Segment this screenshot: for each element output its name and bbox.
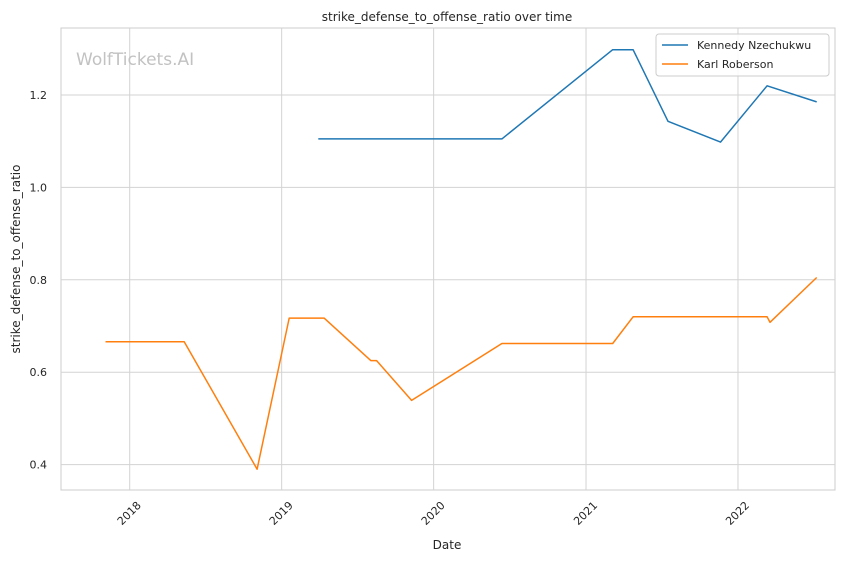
x-tick-label: 2020 bbox=[419, 499, 448, 528]
y-tick-label: 1.0 bbox=[30, 181, 48, 194]
legend-label: Karl Roberson bbox=[697, 58, 773, 71]
series-lines bbox=[105, 48, 818, 470]
series-line-kennedy-nzechukwu bbox=[318, 48, 817, 143]
plot-frame bbox=[60, 27, 836, 491]
x-axis-ticks: 2018 2019 2020 2021 2022 bbox=[115, 499, 752, 528]
y-tick-label: 0.6 bbox=[30, 366, 48, 379]
y-tick-label: 1.2 bbox=[30, 89, 48, 102]
y-axis-ticks: 0.4 0.6 0.8 1.0 1.2 bbox=[30, 89, 48, 472]
gridlines bbox=[61, 28, 835, 490]
legend: Kennedy Nzechukwu Karl Roberson bbox=[655, 33, 830, 77]
x-tick-label: 2019 bbox=[267, 499, 296, 528]
y-axis-label: strike_defense_to_offense_ratio bbox=[9, 165, 23, 354]
legend-label: Kennedy Nzechukwu bbox=[697, 39, 811, 52]
x-tick-label: 2021 bbox=[571, 499, 600, 528]
series-line-karl-roberson bbox=[105, 276, 818, 470]
watermark: WolfTickets.AI bbox=[76, 50, 194, 70]
x-axis-label: Date bbox=[433, 538, 462, 552]
y-tick-label: 0.4 bbox=[30, 459, 48, 472]
y-tick-label: 0.8 bbox=[30, 274, 48, 287]
x-tick-label: 2022 bbox=[723, 499, 752, 528]
legend-box bbox=[655, 33, 830, 77]
chart-title: strike_defense_to_offense_ratio over tim… bbox=[322, 10, 572, 24]
x-tick-label: 2018 bbox=[115, 499, 144, 528]
